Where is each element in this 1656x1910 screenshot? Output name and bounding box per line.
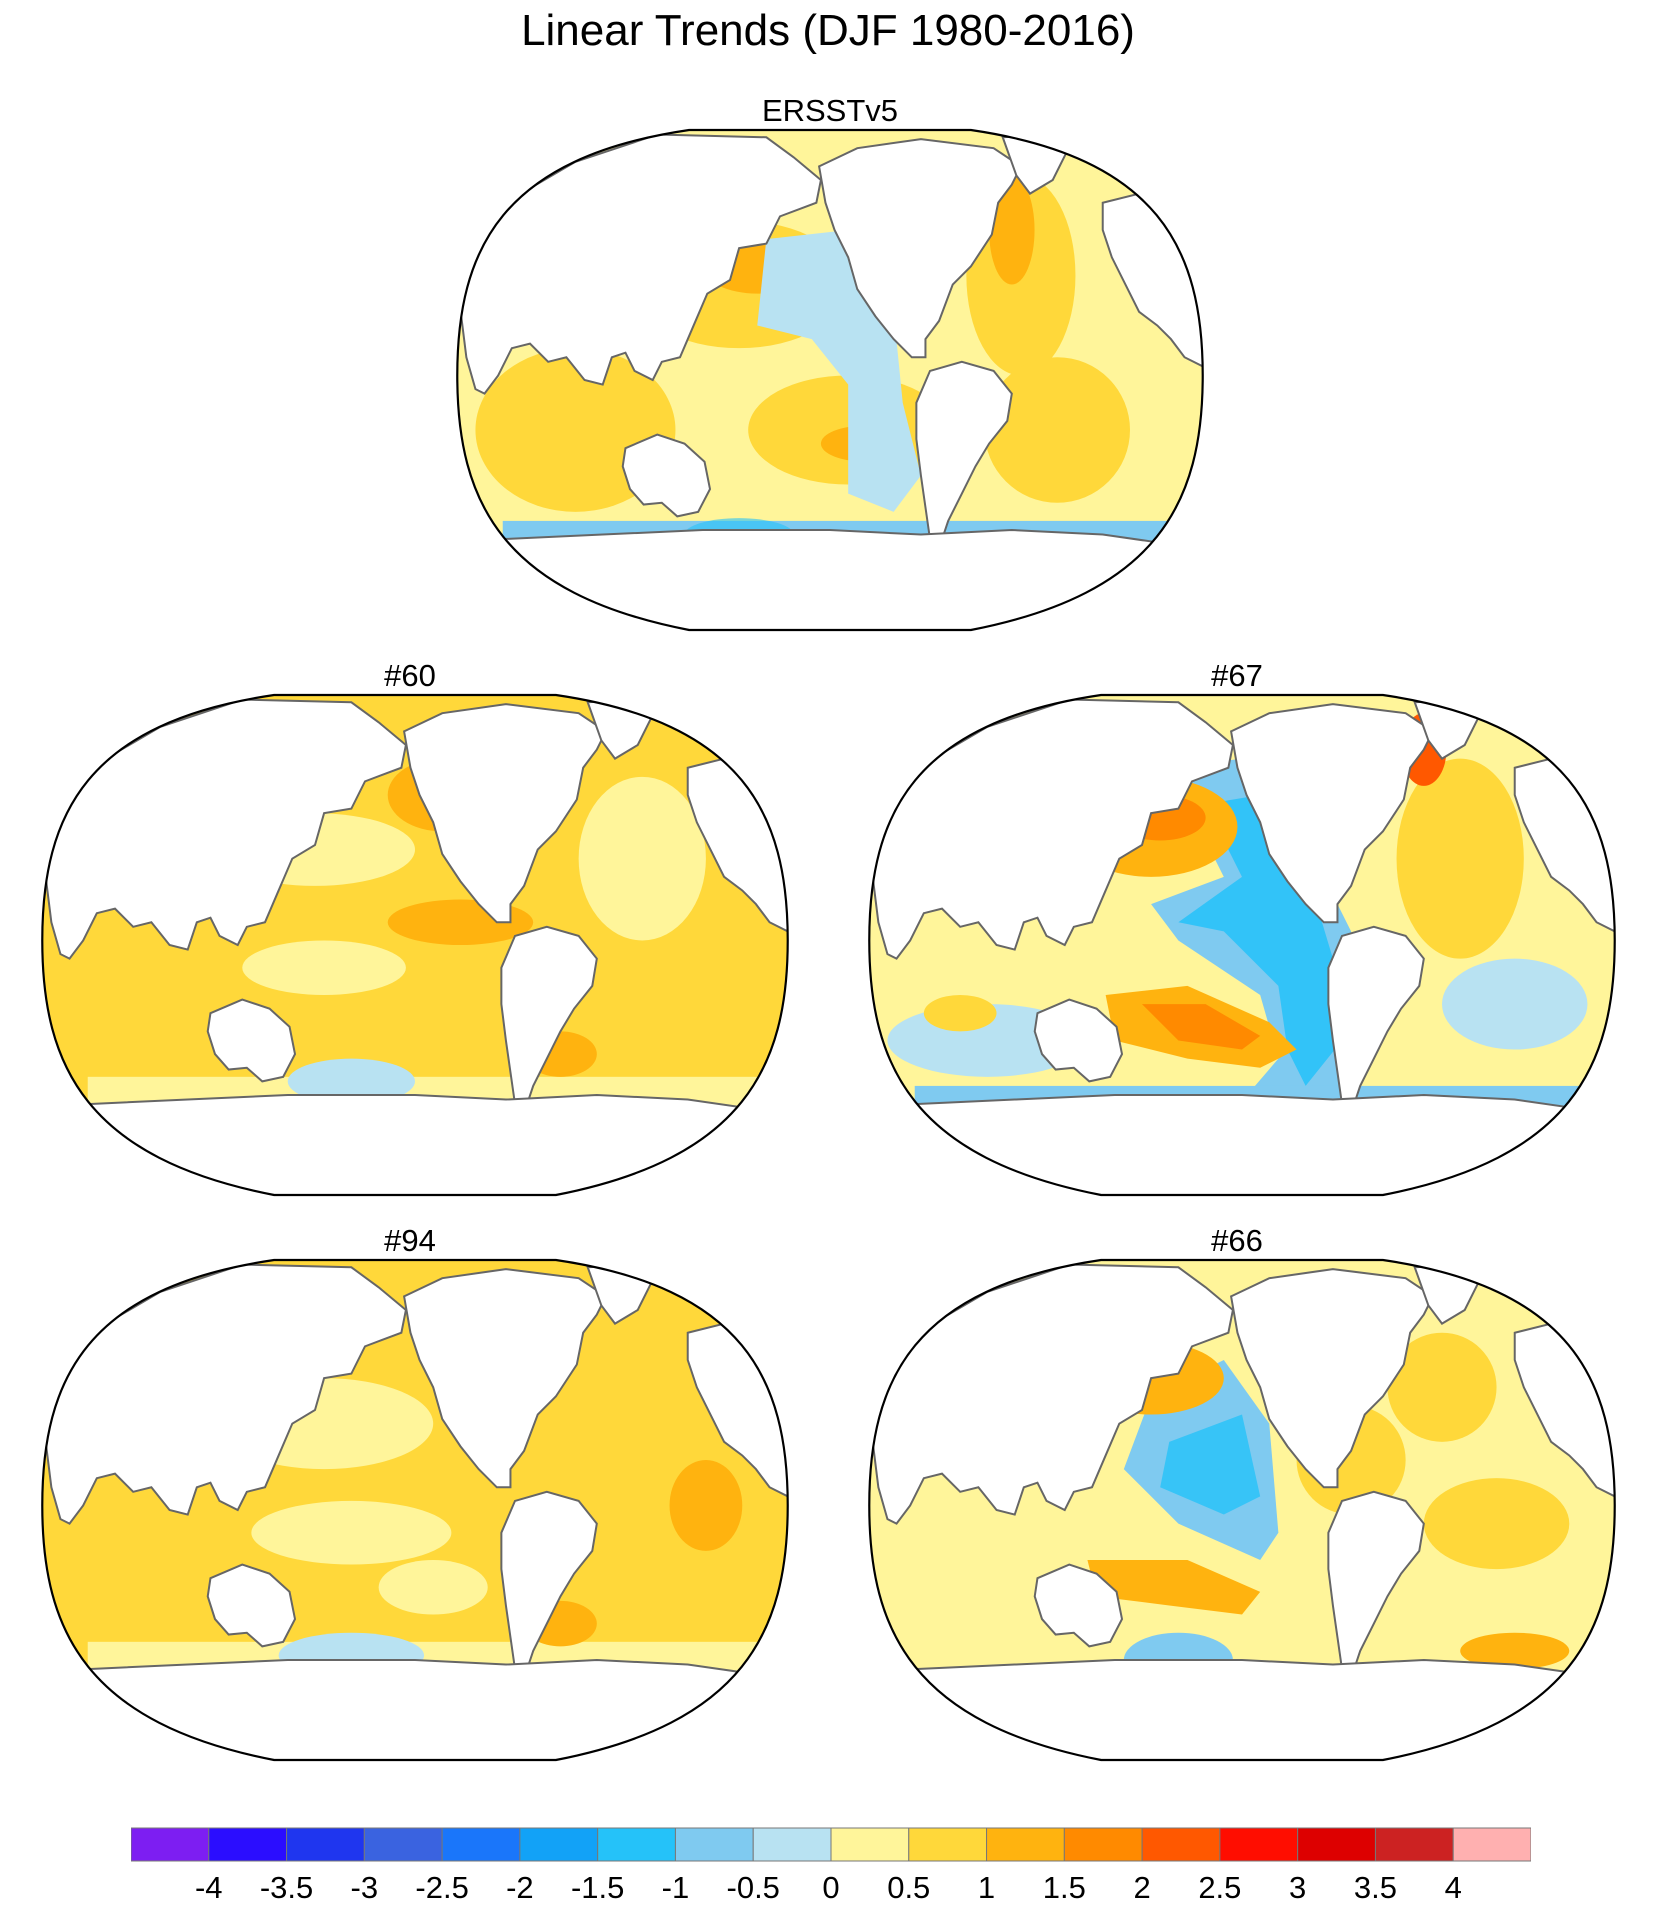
colorbar-tick-label: -4 [194, 1870, 223, 1905]
colorbar-tick-label: 1 [977, 1870, 996, 1905]
colorbar-tick-label: 2.5 [1198, 1870, 1242, 1905]
colorbar-swatch [830, 1827, 910, 1862]
colorbar-swatch [1219, 1827, 1299, 1862]
colorbar-tick-label: -3 [350, 1870, 379, 1905]
panel-title-66: #66 [1211, 1223, 1263, 1258]
colorbar-swatch [131, 1827, 210, 1862]
colorbar-tick-label: 3 [1289, 1870, 1307, 1905]
colorbar-tick-label: 1.5 [1042, 1870, 1086, 1905]
panel-title-67: #67 [1211, 658, 1263, 693]
colorbar-swatch [363, 1827, 443, 1862]
map-60 [41, 693, 789, 1197]
colorbar-swatch [752, 1827, 832, 1862]
colorbar-swatch [1063, 1827, 1143, 1862]
colorbar-tick-label: 0.5 [887, 1870, 931, 1905]
colorbar-swatch [674, 1827, 754, 1862]
colorbar-swatch [908, 1827, 988, 1862]
colorbar-tick-label: -1 [661, 1870, 690, 1905]
map-66 [868, 1258, 1616, 1762]
main-title: Linear Trends (DJF 1980-2016) [521, 6, 1135, 55]
colorbar-tick-label: 0 [822, 1870, 840, 1905]
colorbar-swatch [286, 1827, 365, 1862]
map-94 [41, 1258, 789, 1762]
colorbar-swatch [1297, 1827, 1376, 1862]
colorbar-tick-label: -1.5 [570, 1870, 625, 1905]
colorbar-swatch [597, 1827, 676, 1862]
colorbar-swatch [208, 1827, 288, 1862]
colorbar-tick-label: -0.5 [726, 1870, 780, 1905]
colorbar-swatch [1141, 1827, 1221, 1862]
colorbar-tick-label: 2 [1133, 1870, 1151, 1905]
colorbar [131, 1827, 1531, 1862]
map-ersstv5 [456, 128, 1204, 632]
panel-title-94: #94 [384, 1223, 436, 1258]
colorbar-swatch [519, 1827, 599, 1862]
colorbar-tick-label: 3.5 [1353, 1870, 1397, 1905]
colorbar-tick-label: -2 [506, 1870, 534, 1905]
colorbar-swatch [986, 1827, 1065, 1862]
colorbar-swatch [1452, 1827, 1531, 1862]
colorbar-tick-label: -3.5 [259, 1870, 314, 1905]
colorbar-tick-label: -2.5 [415, 1870, 469, 1905]
colorbar-swatch [441, 1827, 521, 1862]
colorbar-swatch [1374, 1827, 1454, 1862]
panel-title-60: #60 [384, 658, 436, 693]
colorbar-tick-label: 4 [1444, 1870, 1462, 1905]
panel-title-ersstv5: ERSSTv5 [761, 93, 899, 128]
map-67 [868, 693, 1616, 1197]
